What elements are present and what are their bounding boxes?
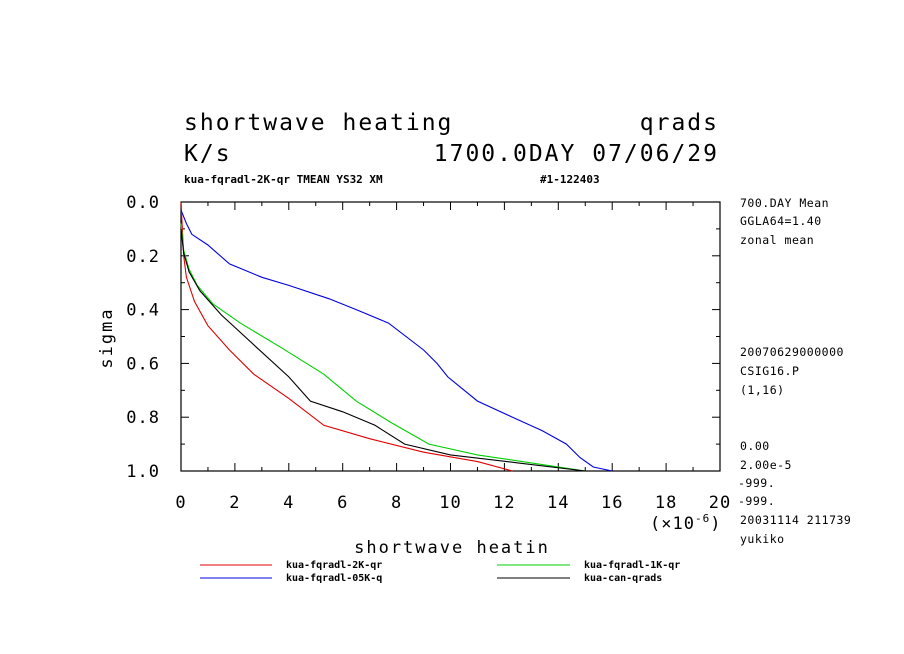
series-line-1 [180, 201, 513, 472]
x-tick-label: 16 [601, 493, 623, 513]
note-bot-1: 0.00 [740, 439, 770, 453]
y-tick-label: 0.2 [126, 247, 160, 267]
x-tick-label: 0 [175, 493, 186, 513]
note-mid-3: (1,16) [740, 383, 785, 397]
x-tick-label: 4 [283, 493, 294, 513]
series-lines [180, 201, 613, 472]
note-top-3: zonal mean [740, 233, 814, 247]
y-tick-label: 0.4 [126, 301, 160, 321]
legend-label: kua-fqradl-05K-q [286, 573, 382, 584]
note-top-2: GGLA64=1.40 [740, 214, 822, 228]
x-tick-label: 20 [709, 493, 731, 513]
chart-title-right: qrads [640, 110, 719, 136]
note-bot-3: -999. [738, 476, 775, 490]
chart-title: shortwave heating [184, 110, 453, 136]
note-mid-2: CSIG16.P [740, 364, 799, 378]
note-bot-5: 20031114 211739 [740, 513, 851, 527]
y-tick-label: 0.8 [126, 408, 160, 428]
y-tick-label: 0.0 [126, 193, 160, 213]
time-label: 1700.0DAY 07/06/29 [434, 141, 719, 167]
y-tick-labels: 0.0 0.2 0.4 0.6 0.8 1.0 [126, 193, 160, 482]
x-axis-title: shortwave heatin [354, 538, 550, 558]
units-label: K/s [184, 141, 232, 167]
note-bot-6: yukiko [740, 532, 785, 546]
run-id: #1-122403 [540, 173, 600, 186]
x-tick-label: 14 [547, 493, 569, 513]
note-mid-1: 20070629000000 [740, 345, 844, 359]
x-tick-label: 8 [391, 493, 402, 513]
x-tick-label: 6 [337, 493, 348, 513]
y-tick-label: 1.0 [126, 462, 160, 482]
x-scale-label: (×10-6) [650, 512, 721, 534]
run-info: kua-fqradl-2K-qr TMEAN YS32 XM [184, 173, 383, 186]
legend-label: kua-can-qrads [584, 573, 662, 584]
axis-ticks [180, 201, 721, 472]
note-bot-2: 2.00e-5 [740, 458, 792, 472]
x-tick-label: 12 [493, 493, 515, 513]
x-tick-label: 2 [229, 493, 240, 513]
x-tick-label: 10 [439, 493, 461, 513]
side-notes: 700.DAY Mean GGLA64=1.40 zonal mean 2007… [738, 196, 851, 546]
legend: kua-fqradl-2K-qr kua-fqradl-05K-q kua-fqra… [200, 560, 680, 584]
y-tick-label: 0.6 [126, 354, 160, 374]
x-tick-labels: 0 2 4 6 8 10 12 14 16 18 20 [175, 493, 731, 513]
series-line-4 [180, 228, 586, 472]
note-bot-4: -999. [738, 494, 775, 508]
y-axis-title: sigma [97, 307, 117, 368]
x-tick-label: 18 [655, 493, 677, 513]
legend-label: kua-fqradl-2K-qr [286, 560, 382, 571]
series-line-3 [180, 223, 586, 472]
legend-label: kua-fqradl-1K-qr [584, 560, 680, 571]
note-top-1: 700.DAY Mean [740, 196, 829, 210]
series-line-2 [180, 209, 613, 472]
